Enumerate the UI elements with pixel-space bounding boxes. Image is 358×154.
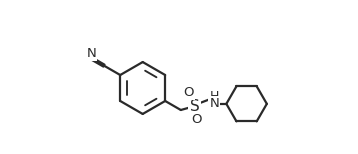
Text: N: N <box>209 97 219 110</box>
Text: O: O <box>183 86 194 99</box>
Text: O: O <box>192 113 202 126</box>
Text: H: H <box>209 90 219 103</box>
Text: S: S <box>190 99 199 113</box>
Text: N: N <box>86 47 96 60</box>
